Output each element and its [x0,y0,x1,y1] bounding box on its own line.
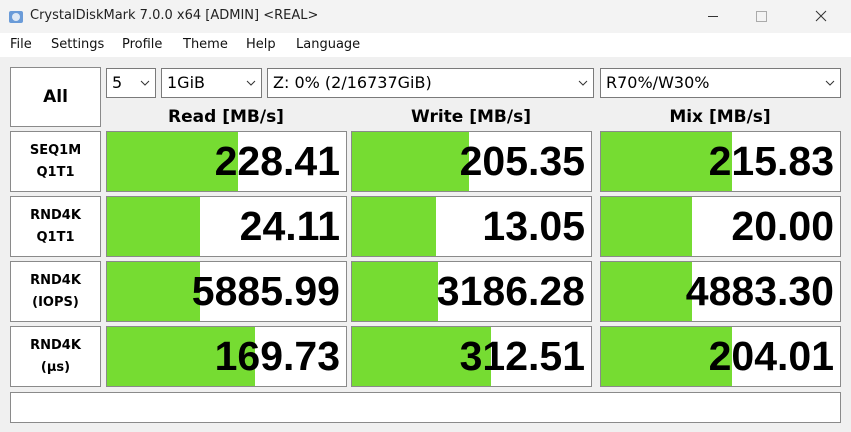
result-cell: 312.51 [351,326,592,387]
result-cell: 4883.30 [600,261,841,322]
dropdown-arrow [246,80,256,86]
result-cell: 20.00 [600,196,841,257]
row-label-button[interactable]: SEQ1M Q1T1 [10,131,101,192]
row-label-line: (IOPS) [32,294,79,310]
result-meter [107,197,201,256]
result-meter [601,132,733,191]
dropdown-text: 5 [112,73,123,92]
dropdown-arrow [140,80,150,86]
all-button[interactable]: All [10,67,101,127]
row-label-line: RND4K [30,337,81,353]
dropdown-text: Z: 0% (2/16737GiB) [273,73,432,92]
menu-item[interactable]: Help [246,37,276,52]
maximize-button[interactable] [738,0,784,33]
count-dropdown[interactable]: 5 [106,68,156,98]
result-cell: 169.73 [106,326,347,387]
mix-dropdown[interactable]: R70%/W30% [600,68,841,98]
comment-box[interactable] [10,392,841,423]
result-meter [352,197,436,256]
row-label-line: Q1T1 [36,229,75,245]
result-meter [107,132,239,191]
menu-item[interactable]: File [10,37,32,52]
menu-item[interactable]: Profile [122,37,163,52]
result-cell: 204.01 [600,326,841,387]
result-cell: 13.05 [351,196,592,257]
result-meter [352,132,470,191]
result-value: 204.01 [708,333,834,379]
menu-item[interactable]: Settings [51,37,105,52]
result-meter [107,327,256,386]
menu-bar [0,33,851,57]
column-header: Read [MB/s] [168,107,284,127]
window-title: CrystalDiskMark 7.0.0 x64 [ADMIN] <REAL> [30,8,319,23]
drive-dropdown[interactable]: Z: 0% (2/16737GiB) [267,68,594,98]
result-value: 24.11 [239,203,340,249]
dropdown-arrow [578,80,588,86]
title-bar: CrystalDiskMark 7.0.0 x64 [ADMIN] <REAL> [0,0,851,33]
row-label-line: SEQ1M [29,142,82,158]
column-header: Mix [MB/s] [669,107,771,127]
result-value: 5885.99 [191,268,340,314]
result-meter [601,262,692,321]
result-value: 312.51 [459,333,585,379]
result-meter [601,197,692,256]
menu-item[interactable]: Theme [183,37,228,52]
row-label-line: RND4K [30,207,81,223]
dropdown-arrow [825,80,835,86]
menu-item[interactable]: Language [296,37,361,52]
result-cell: 3186.28 [351,261,592,322]
row-label-button[interactable]: RND4K Q1T1 [10,196,101,257]
app-icon [9,11,23,23]
result-cell: 5885.99 [106,261,347,322]
row-label-button[interactable]: RND4K (IOPS) [10,261,101,322]
result-meter [107,262,201,321]
result-value: 228.41 [214,138,340,184]
result-cell: 215.83 [600,131,841,192]
row-label-line: Q1T1 [36,164,75,180]
result-value: 13.05 [482,203,585,249]
result-value: 3186.28 [436,268,585,314]
result-meter [352,327,491,386]
row-label-button[interactable]: RND4K (µs) [10,326,101,387]
dropdown-text: R70%/W30% [606,73,710,92]
result-value: 169.73 [214,333,340,379]
dropdown-text: 1GiB [167,73,205,92]
result-value: 205.35 [459,138,585,184]
result-value: 20.00 [731,203,834,249]
result-value: 215.83 [708,138,834,184]
size-dropdown[interactable]: 1GiB [161,68,262,98]
minimize-button[interactable] [690,0,736,33]
result-cell: 205.35 [351,131,592,192]
result-cell: 228.41 [106,131,347,192]
row-label-line: (µs) [40,359,71,375]
result-value: 4883.30 [685,268,834,314]
result-meter [601,327,733,386]
result-cell: 24.11 [106,196,347,257]
column-header: Write [MB/s] [411,107,531,127]
row-label-line: RND4K [30,272,81,288]
result-meter [352,262,439,321]
close-button[interactable] [798,0,844,33]
